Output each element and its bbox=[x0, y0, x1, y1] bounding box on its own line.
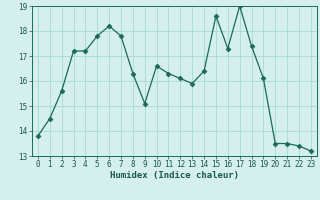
X-axis label: Humidex (Indice chaleur): Humidex (Indice chaleur) bbox=[110, 171, 239, 180]
